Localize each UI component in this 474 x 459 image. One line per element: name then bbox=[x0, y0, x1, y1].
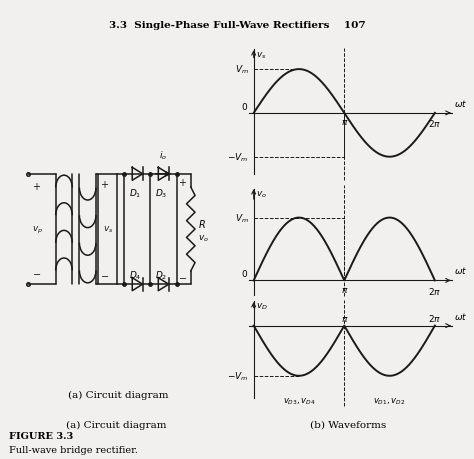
Text: $-$: $-$ bbox=[32, 267, 41, 277]
Text: $-V_m$: $-V_m$ bbox=[227, 370, 248, 382]
Text: $D_1$: $D_1$ bbox=[129, 187, 141, 200]
Text: $\omega t$: $\omega t$ bbox=[454, 310, 467, 321]
Text: $-V_m$: $-V_m$ bbox=[227, 151, 248, 163]
Text: $V_m$: $V_m$ bbox=[235, 212, 248, 224]
Text: $\omega t$: $\omega t$ bbox=[454, 265, 467, 276]
Text: +: + bbox=[178, 178, 186, 188]
Text: $\pi$: $\pi$ bbox=[340, 118, 348, 127]
Text: $D_3$: $D_3$ bbox=[155, 187, 167, 200]
Text: (a) Circuit diagram: (a) Circuit diagram bbox=[66, 420, 166, 429]
Text: +: + bbox=[32, 182, 40, 192]
Text: $R$: $R$ bbox=[198, 218, 206, 230]
Text: $v_s$: $v_s$ bbox=[102, 224, 113, 235]
Text: $v_D$: $v_D$ bbox=[256, 301, 268, 311]
Text: $0$: $0$ bbox=[241, 101, 248, 112]
Text: (a) Circuit diagram: (a) Circuit diagram bbox=[68, 390, 169, 399]
Text: $D_2$: $D_2$ bbox=[155, 269, 167, 281]
Text: $v_s$: $v_s$ bbox=[256, 50, 266, 61]
Text: $0$: $0$ bbox=[241, 267, 248, 278]
Text: FIGURE 3.3: FIGURE 3.3 bbox=[9, 431, 74, 441]
Text: $V_m$: $V_m$ bbox=[235, 64, 248, 76]
Text: $\pi$: $\pi$ bbox=[340, 285, 348, 294]
Text: $-$: $-$ bbox=[100, 269, 109, 279]
Text: $v_{D3}, v_{D4}$: $v_{D3}, v_{D4}$ bbox=[283, 396, 315, 406]
Text: $D_4$: $D_4$ bbox=[129, 269, 141, 281]
Text: $2\pi$: $2\pi$ bbox=[428, 285, 441, 296]
Text: $v_{D1}, v_{D2}$: $v_{D1}, v_{D2}$ bbox=[374, 396, 406, 406]
Text: $\omega t$: $\omega t$ bbox=[454, 97, 467, 108]
Text: $v_o$: $v_o$ bbox=[256, 189, 267, 199]
Text: $i_o$: $i_o$ bbox=[159, 149, 168, 162]
Text: +: + bbox=[100, 180, 108, 190]
Text: Full-wave bridge rectifier.: Full-wave bridge rectifier. bbox=[9, 445, 138, 454]
Text: $\pi$: $\pi$ bbox=[340, 314, 348, 323]
Text: $2\pi$: $2\pi$ bbox=[428, 312, 441, 323]
Text: $v_o$: $v_o$ bbox=[198, 234, 210, 244]
Text: 3.3  Single-Phase Full-Wave Rectifiers    107: 3.3 Single-Phase Full-Wave Rectifiers 10… bbox=[109, 21, 365, 30]
Text: (b) Waveforms: (b) Waveforms bbox=[310, 420, 386, 429]
Text: $v_p$: $v_p$ bbox=[32, 224, 44, 235]
Text: $2\pi$: $2\pi$ bbox=[428, 118, 441, 129]
Text: $-$: $-$ bbox=[178, 271, 188, 281]
